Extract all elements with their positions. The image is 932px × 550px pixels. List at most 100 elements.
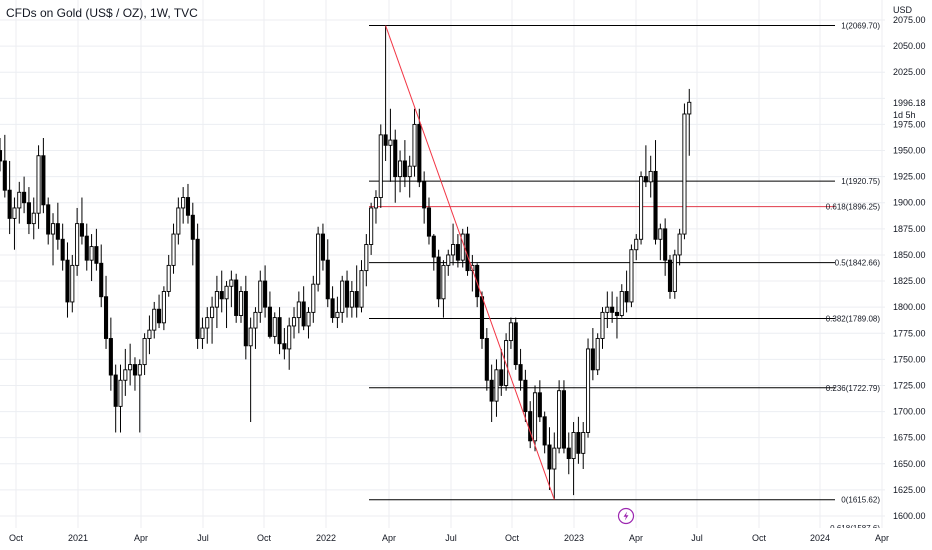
candle	[460, 228, 465, 268]
candle-body-up	[166, 264, 171, 292]
candle	[272, 312, 277, 344]
candle	[682, 103, 687, 240]
candle-body-down	[537, 392, 542, 418]
candle	[277, 307, 282, 355]
price-tick-label: 2050.00	[893, 41, 926, 51]
fib-level-label: 0.618(1896.25)	[826, 203, 881, 212]
candle	[205, 307, 210, 344]
candle	[267, 291, 272, 339]
candle-body-down	[190, 214, 195, 240]
candle-body-up	[137, 364, 142, 376]
candle	[610, 291, 615, 323]
candle-body-up	[142, 338, 147, 366]
candle	[26, 187, 31, 235]
candle	[658, 223, 663, 261]
candle	[282, 328, 287, 360]
candle	[402, 140, 407, 188]
candle	[36, 145, 41, 229]
candle	[46, 197, 51, 245]
candle	[412, 108, 417, 177]
candle	[571, 422, 576, 496]
candle	[687, 88, 692, 156]
candle	[518, 348, 523, 391]
candle-body-up	[451, 244, 456, 256]
candle-body-up	[335, 311, 340, 319]
candle	[494, 359, 499, 417]
candle	[484, 328, 489, 391]
price-tick-label: 1675.00	[893, 433, 926, 443]
lightning-icon[interactable]	[617, 507, 635, 525]
candle-body-down	[84, 235, 89, 261]
candle	[446, 249, 451, 276]
candle	[258, 270, 263, 323]
candle-body-up	[648, 170, 653, 183]
candle-body-up	[171, 233, 176, 266]
candle-body-up	[634, 238, 639, 251]
candle-body-up	[176, 207, 181, 235]
candle-body-down	[667, 259, 673, 292]
candle	[248, 317, 253, 423]
candle-body-down	[479, 296, 485, 339]
candle-body-up	[581, 432, 586, 454]
time-tick-label: Oct	[9, 533, 24, 543]
price-tick-label: 2025.00	[893, 67, 926, 77]
candle-body-up	[70, 264, 75, 303]
time-axis-background	[0, 528, 932, 550]
candle	[103, 275, 109, 349]
candle-body-up	[494, 369, 499, 402]
candle	[190, 202, 195, 266]
candle-body-up	[373, 197, 379, 209]
candle-body-up	[677, 233, 682, 256]
candle-body-up	[364, 244, 369, 272]
candle	[566, 432, 571, 475]
candle-body-down	[614, 311, 620, 316]
time-axis[interactable]: Oct 2021 Apr Jul Oct 2022 Apr Jul Oct 2023 Apr Jul O…	[0, 528, 932, 550]
price-tick-label: 1650.00	[893, 459, 926, 469]
candle-body-down	[41, 155, 46, 206]
candle-body-down	[234, 279, 239, 316]
candle	[378, 124, 383, 208]
candle-body-up	[398, 160, 403, 178]
candle-body-up	[181, 197, 186, 209]
candle	[359, 260, 364, 313]
candle-body-down	[610, 306, 615, 313]
candle-body-up	[378, 134, 383, 198]
candle-body-up	[229, 279, 234, 287]
candle	[263, 265, 268, 318]
candle-body-up	[200, 327, 205, 339]
candle	[320, 223, 325, 271]
candle-body-down	[103, 296, 109, 339]
candle-body-up	[214, 291, 219, 308]
candle-body-down	[282, 343, 287, 350]
candle	[99, 244, 104, 308]
price-tick-label: 1800.00	[893, 302, 926, 312]
price-axis[interactable]: USD 1600.00 1625.00 1650.00 1675.00 1700.00 1…	[885, 0, 932, 528]
candle-body-up	[89, 246, 94, 261]
time-tick-label: 2021	[68, 533, 88, 543]
candle-body-down	[344, 280, 350, 308]
candle-body-up	[205, 317, 210, 329]
candle-body-down	[60, 238, 65, 261]
candle-body-down	[65, 259, 70, 303]
candle	[547, 427, 552, 490]
candle-body-up	[31, 212, 36, 225]
candle	[508, 317, 513, 349]
candle	[581, 422, 586, 470]
candle	[552, 432, 557, 500]
time-tick-label: Apr	[629, 533, 643, 543]
candle-body-down	[653, 170, 658, 240]
candle-body-up	[600, 311, 605, 339]
candle	[200, 317, 205, 349]
candle-body-down	[426, 207, 432, 237]
candle	[369, 202, 374, 255]
candle	[441, 260, 446, 318]
candle	[513, 317, 518, 370]
candle	[70, 254, 75, 313]
candle-body-down	[489, 379, 494, 402]
trend-line-layer[interactable]	[385, 25, 555, 500]
fib-trend-line	[385, 25, 555, 500]
time-tick-label: Jul	[197, 533, 209, 543]
candle	[407, 155, 412, 198]
price-tick-label: 1825.00	[893, 276, 926, 286]
